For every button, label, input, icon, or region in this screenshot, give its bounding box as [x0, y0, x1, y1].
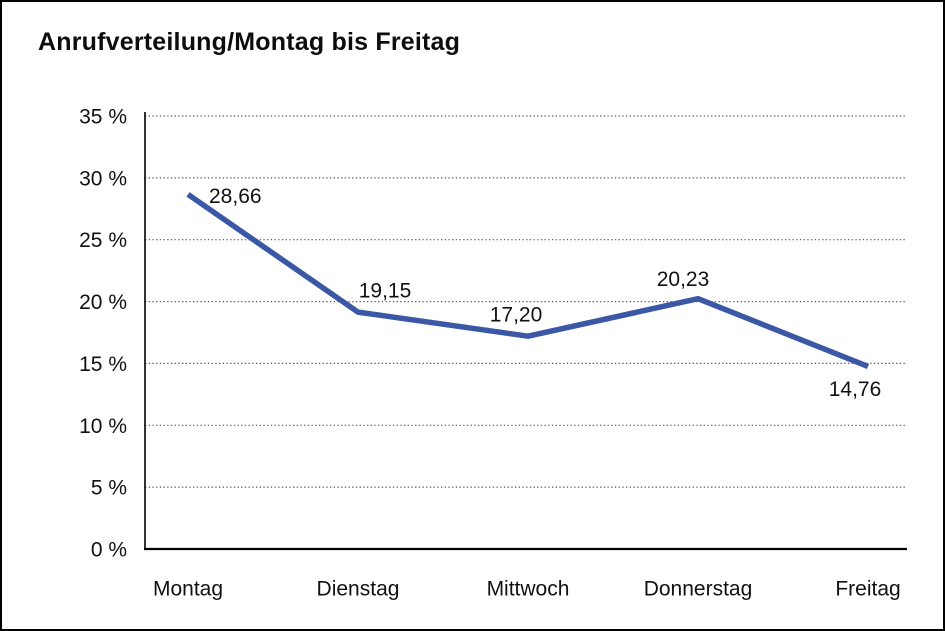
data-point-label: 20,23 — [657, 268, 710, 291]
x-axis-category-label: Montag — [153, 578, 223, 601]
data-point-label: 14,76 — [829, 378, 882, 401]
chart-title: Anrufverteilung/Montag bis Freitag — [38, 28, 461, 56]
y-axis-tick-label: 35 % — [79, 106, 127, 129]
y-axis-tick-label: 20 % — [79, 291, 127, 314]
x-axis-category-label: Mittwoch — [487, 578, 570, 601]
data-point-label: 28,66 — [209, 185, 262, 208]
data-point-label: 19,15 — [359, 280, 412, 303]
x-axis-category-label: Dienstag — [317, 578, 400, 601]
data-point-label: 17,20 — [490, 304, 543, 327]
y-axis-tick-label: 25 % — [79, 229, 127, 252]
x-axis-category-label: Donnerstag — [644, 578, 753, 601]
y-axis-tick-label: 10 % — [79, 415, 127, 438]
y-axis-tick-label: 0 % — [91, 539, 127, 562]
x-axis-category-label: Freitag — [835, 578, 900, 601]
y-axis-tick-label: 5 % — [91, 477, 127, 500]
y-axis-tick-label: 30 % — [79, 167, 127, 190]
y-axis-tick-label: 15 % — [79, 353, 127, 376]
data-series-line — [186, 192, 870, 369]
